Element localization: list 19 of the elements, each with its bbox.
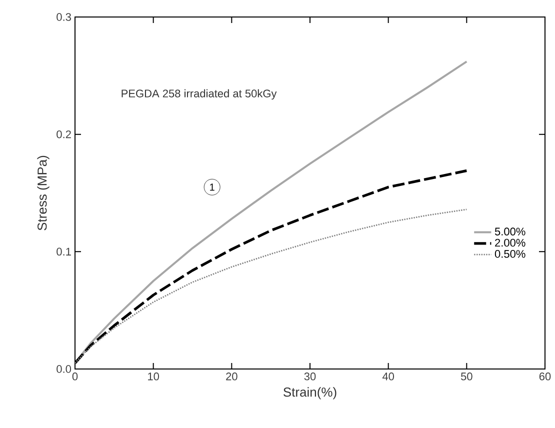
x-tick-label: 50 [460,372,472,380]
y-axis-title: Stress (MPa) [37,156,50,230]
y-tick-label: 0.3 [56,13,71,21]
y-tick-label: 0.1 [56,248,71,256]
legend-label: 0.50% [494,250,526,258]
x-tick-label: 20 [226,372,238,380]
x-tick-label: 0 [72,372,78,380]
legend-label: 5.00% [494,228,526,236]
line-series [75,208,468,364]
y-tick-label: 0.0 [56,365,72,373]
legend-label: 2.00% [495,238,526,247]
y-tick-label: 0.2 [56,130,71,138]
x-tick-label: 60 [539,372,551,380]
annotation: PEGDA 258 irradiated at 50kGy [122,89,277,100]
x-axis-title: Strain(%) [284,387,336,400]
x-tick-label: 40 [382,372,394,380]
x-tick-label: 10 [148,372,160,380]
x-tick-label: 30 [304,372,316,380]
annotation: 1 [210,184,214,191]
